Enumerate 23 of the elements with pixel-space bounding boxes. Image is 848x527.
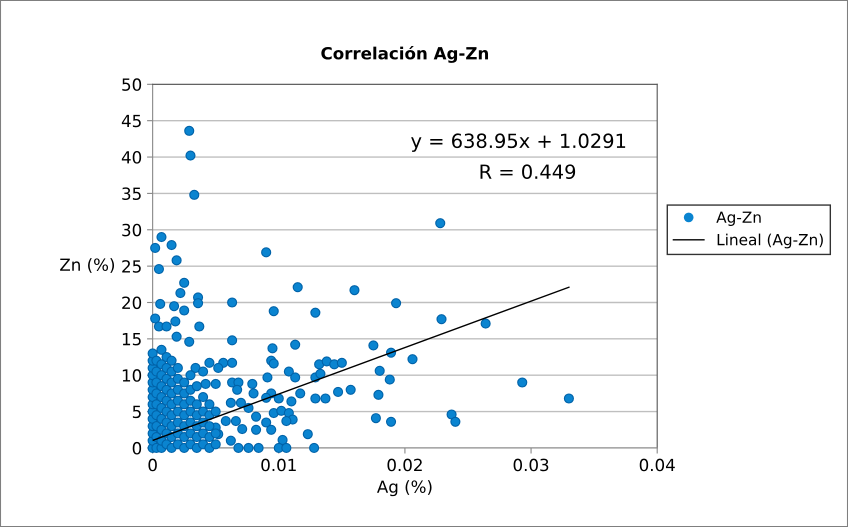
y-tick-label: 50: [122, 78, 142, 91]
x-tick-label: 0.01: [261, 458, 296, 472]
annotation: y = 638.95x + 1.0291: [411, 133, 626, 152]
y-tick-label: 35: [122, 187, 141, 200]
y-tick-label: 20: [122, 296, 142, 310]
legend-label: Lineal (Ag-Zn): [718, 234, 823, 248]
y-tick-label: 25: [122, 260, 141, 273]
y-tick-label: 0: [132, 442, 142, 455]
y-tick-label: 45: [122, 114, 141, 128]
annotation: R = 0.449: [480, 164, 576, 180]
x-axis-title: Ag (%): [376, 480, 432, 496]
x-tick-label: 0.04: [640, 458, 675, 472]
chart-title: Correlación Ag-Zn: [321, 46, 488, 63]
y-tick-label: 10: [122, 369, 142, 382]
y-tick-label: 15: [122, 333, 141, 346]
y-tick-label: 40: [122, 151, 142, 164]
x-tick-label: 0: [148, 458, 157, 472]
x-tick-label: 0.02: [387, 458, 422, 472]
y-tick-label: 30: [122, 224, 142, 236]
x-tick-label: 0.03: [514, 458, 548, 472]
legend-label: Ag-Zn: [716, 212, 761, 226]
y-tick-label: 5: [132, 406, 141, 418]
y-axis-title: Zn (%): [60, 258, 114, 273]
